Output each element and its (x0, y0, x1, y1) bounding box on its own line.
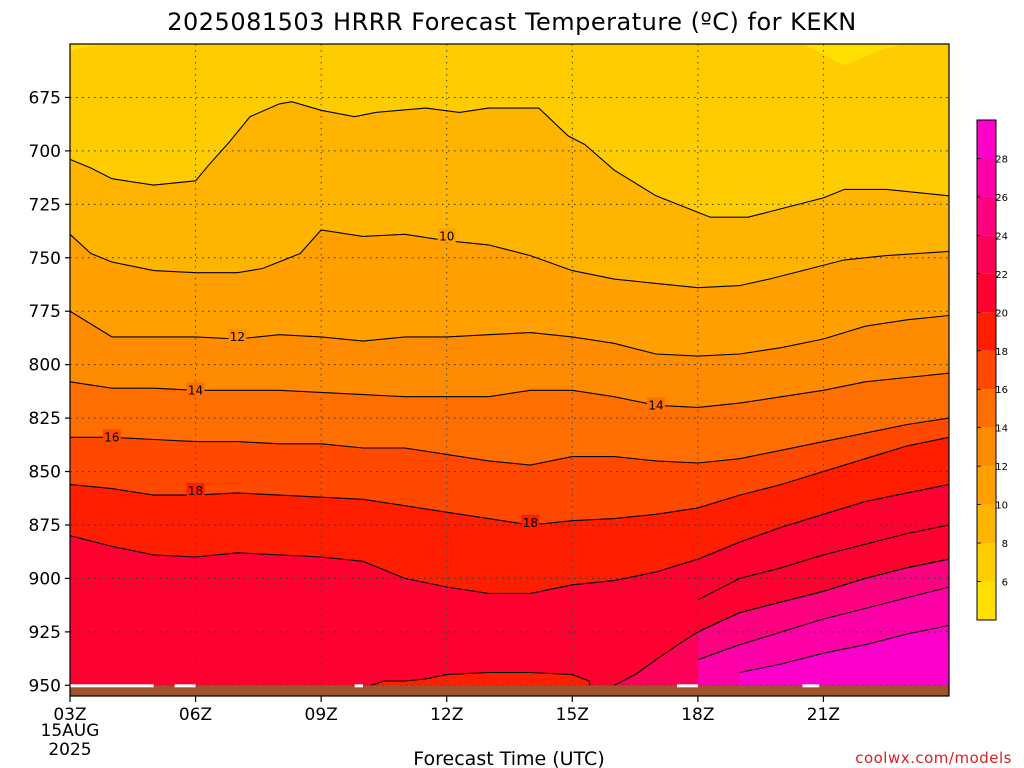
y-tick-label: 875 (29, 516, 61, 536)
date-label-day: 15AUG (41, 721, 100, 741)
band-10-12 (70, 230, 949, 357)
isotherm-line-18 (69, 436, 950, 526)
colorbar-bin (977, 350, 996, 390)
isotherm-line-28 (739, 624, 950, 674)
surface-highlight (354, 684, 363, 688)
colorbar-bin (977, 543, 996, 582)
colorbar-tick-label: 24 (995, 231, 1008, 242)
contour-label: 12 (230, 330, 245, 344)
isotherm-line-26 (697, 586, 950, 661)
isotherm-line-16 (70, 417, 950, 466)
date-label-year: 2025 (48, 740, 91, 760)
band-6-8 (70, 44, 949, 218)
y-tick-label: 850 (29, 463, 61, 483)
colorbar-tick-label: 22 (995, 270, 1008, 281)
colorbar-bin (977, 273, 996, 313)
colorbar-tick-label: 6 (1002, 578, 1008, 589)
x-tick-label: 06Z (179, 705, 212, 725)
colorbar-tick-label: 18 (995, 347, 1008, 358)
band-18-20 (70, 437, 949, 594)
contour-labels: 10 12 14 14 16 18 18 (102, 228, 665, 530)
y-tick-label: 925 (29, 623, 61, 643)
isotherm-line-8 (69, 101, 950, 218)
band-8-10 (70, 101, 949, 288)
surface-highlight (802, 684, 820, 688)
contour-label: 18 (523, 516, 538, 530)
surface-highlight (676, 684, 698, 688)
isotherm-line-14 (69, 372, 950, 408)
colorbar-tick-label: 20 (995, 308, 1008, 319)
colorbar-bin (977, 158, 996, 197)
x-tick-label: 21Z (807, 705, 840, 725)
colorbar-tick-label: 26 (995, 193, 1008, 204)
colorbar-bin (977, 466, 996, 505)
y-tick-label: 800 (29, 356, 61, 376)
contour-label-bg (521, 514, 540, 529)
band-4-6 (70, 44, 949, 66)
isotherm-line-22 (605, 558, 950, 697)
colorbar-tick-label: 8 (1002, 539, 1008, 550)
isotherm-line-pocket (362, 671, 594, 697)
contour-label-bg (186, 482, 205, 497)
colorbar-bin (977, 427, 996, 467)
colorbar-bin (977, 196, 996, 236)
colorbar-tick-label: 14 (995, 424, 1008, 435)
surface-ground-fill (70, 685, 949, 696)
isotherm-line-12 (69, 310, 950, 357)
contour-label-bg (437, 228, 456, 243)
y-tick-label: 700 (29, 142, 61, 162)
isotherm-line-22 (697, 524, 950, 601)
colorbar-frame (976, 119, 997, 621)
contour-label-bg (102, 429, 121, 444)
surface-highlight (174, 684, 196, 688)
colorbar-bin (977, 235, 996, 274)
colorbar-tick-label: 10 (995, 501, 1008, 512)
x-tick-label: 12Z (430, 705, 463, 725)
credit-link[interactable]: coolwx.com/models (855, 749, 1012, 767)
temperature-fill (70, 44, 949, 696)
contour-label: 16 (104, 430, 119, 444)
colorbar-bin (977, 504, 996, 544)
surface-ground (70, 684, 949, 696)
y-axis: 675 700 725 750 775 800 825 850 875 900 925 950 (29, 88, 70, 696)
band-12-14 (70, 311, 949, 408)
y-tick-label: 725 (29, 195, 61, 215)
x-tick-label: 03Z (53, 705, 86, 725)
colorbar-bin (977, 389, 996, 428)
contour-label-bg (186, 382, 205, 397)
chart-title: 2025081503 HRRR Forecast Temperature (ºC… (167, 8, 857, 36)
contour-label: 14 (648, 398, 663, 412)
y-tick-label: 750 (29, 249, 61, 269)
contour-label: 10 (439, 229, 454, 243)
isotherm-line-20 (69, 483, 950, 594)
colorbar-tick-label: 16 (995, 385, 1008, 396)
x-axis-title: Forecast Time (UTC) (413, 748, 604, 768)
band-28-30 (739, 625, 949, 696)
x-tick-label: 18Z (681, 705, 714, 725)
contour-label: 14 (188, 383, 203, 397)
surface-highlight (70, 684, 154, 688)
isotherm-contours (69, 101, 950, 697)
colorbar-bin (977, 312, 996, 351)
y-tick-label: 900 (29, 569, 61, 589)
band-14-16 (70, 373, 949, 466)
contour-label-bg (228, 328, 247, 343)
isotherm-line-10 (69, 229, 950, 289)
x-tick-label: 09Z (305, 705, 338, 725)
colorbar: 6 8 10 12 14 16 18 20 22 24 26 28 (976, 119, 1008, 621)
colorbar-bin (977, 120, 996, 159)
plot-frame (69, 43, 950, 697)
colorbar-tick-label: 28 (995, 154, 1008, 165)
y-tick-label: 775 (29, 302, 61, 322)
y-tick-label: 675 (29, 88, 61, 108)
x-axis: 03Z 06Z 09Z 12Z 15Z 18Z 21Z (53, 696, 840, 725)
contour-label: 18 (188, 484, 203, 498)
y-tick-label: 950 (29, 676, 61, 696)
x-tick-label: 15Z (556, 705, 589, 725)
contour-label-bg (647, 397, 665, 412)
y-tick-label: 825 (29, 409, 61, 429)
colorbar-bin (977, 581, 996, 620)
colorbar-tick-label: 12 (995, 462, 1008, 473)
